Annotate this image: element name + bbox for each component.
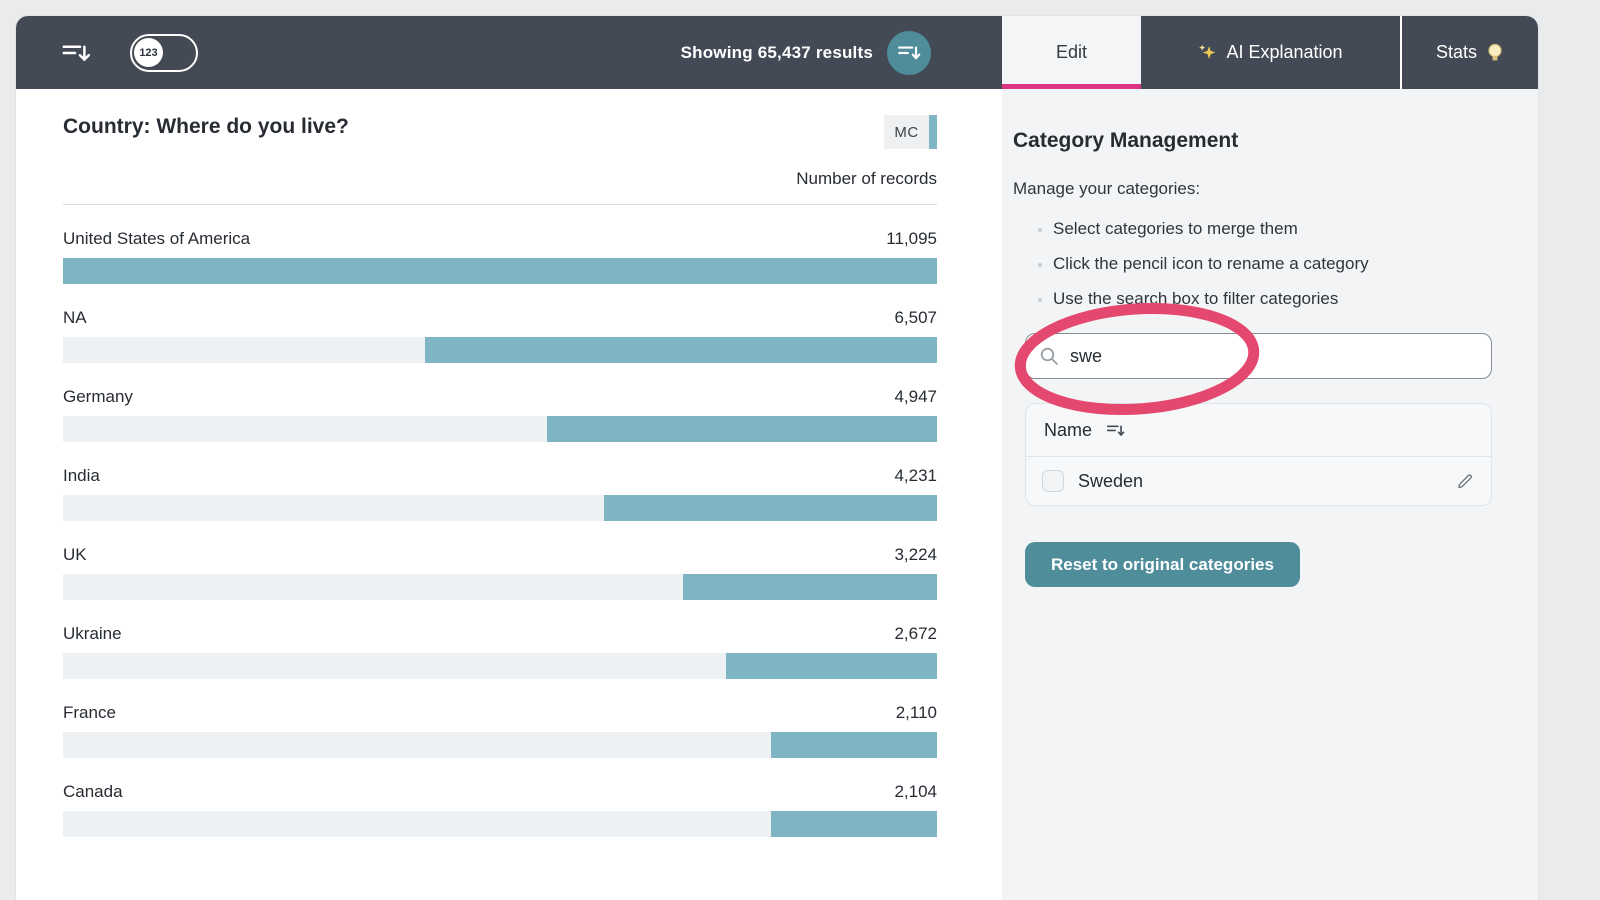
category-checkbox[interactable] <box>1042 470 1064 492</box>
badge-label: MC <box>884 115 929 149</box>
tab-divider <box>1400 16 1402 89</box>
bar-fill <box>682 574 937 600</box>
bar-row: UK 3,224 <box>63 545 937 600</box>
sparkles-icon <box>1199 44 1216 59</box>
bar-category-label: United States of America <box>63 229 251 248</box>
sort-descending-icon[interactable] <box>1105 419 1127 441</box>
bar-fill <box>547 416 937 442</box>
chart-panel: Country: Where do you live? MC Number of… <box>16 89 1002 900</box>
instruction-item: Use the search box to filter categories <box>1053 289 1492 309</box>
category-search-input[interactable] <box>1025 333 1492 379</box>
categories-table-header: Name <box>1026 404 1491 457</box>
toolbar-main-section: 123 Showing 65,437 results <box>16 16 1002 89</box>
question-title: Country: Where do you live? <box>63 115 349 138</box>
results-count-text: Showing 65,437 results <box>680 42 873 62</box>
category-name: Sweden <box>1078 470 1144 491</box>
bar-row: Ukraine 2,672 <box>63 624 937 679</box>
reset-categories-button[interactable]: Reset to original categories <box>1025 542 1300 587</box>
instruction-item: Click the pencil icon to rename a catego… <box>1053 254 1492 274</box>
bar-fill <box>770 732 937 758</box>
toggle-knob[interactable]: 123 <box>134 38 163 67</box>
bar-category-label: Ukraine <box>63 624 122 643</box>
panel-subtitle: Manage your categories: <box>1013 179 1201 198</box>
bar-category-label: UK <box>63 545 87 564</box>
bar-fill <box>424 337 937 363</box>
category-search <box>1014 302 1492 416</box>
bar-value: 4,947 <box>894 387 937 406</box>
bar-track <box>63 337 937 363</box>
badge-color-strip <box>929 115 937 149</box>
bar-track <box>63 574 937 600</box>
content-area: Country: Where do you live? MC Number of… <box>16 89 1538 900</box>
category-row: Sweden <box>1026 457 1491 505</box>
bar-value: 6,507 <box>894 308 937 327</box>
bar-track <box>63 811 937 837</box>
bar-category-label: France <box>63 703 116 722</box>
tab-ai-explanation[interactable]: AI Explanation <box>1141 16 1400 89</box>
categories-table: Name Sweden <box>1025 403 1492 506</box>
bar-category-label: India <box>63 466 100 485</box>
top-toolbar: 123 Showing 65,437 results Edit <box>16 16 1538 89</box>
tab-ai-explanation-label: AI Explanation <box>1226 42 1343 62</box>
app-window: 123 Showing 65,437 results Edit <box>16 16 1538 900</box>
bar-value: 2,104 <box>894 782 937 801</box>
bar-row: India 4,231 <box>63 466 937 521</box>
tab-edit[interactable]: Edit <box>1002 16 1141 89</box>
sort-results-button[interactable] <box>887 30 931 75</box>
bar-fill <box>63 258 937 284</box>
bar-value: 11,095 <box>886 229 937 248</box>
bar-track <box>63 495 937 521</box>
bar-category-label: NA <box>63 308 87 327</box>
bar-category-label: Germany <box>63 387 133 406</box>
bar-list: United States of America 11,095 NA 6,507 Ger… <box>63 229 937 837</box>
name-column-header[interactable]: Name <box>1044 419 1093 440</box>
bar-track <box>63 258 937 284</box>
active-tab-indicator <box>1002 84 1141 89</box>
panel-title: Category Management <box>1013 129 1239 152</box>
category-management-panel: Category Management Manage your categori… <box>1002 89 1538 900</box>
value-axis-label: Number of records <box>796 169 937 188</box>
tab-stats[interactable]: Stats <box>1402 16 1538 89</box>
bar-fill <box>770 811 937 837</box>
bar-fill <box>726 653 937 679</box>
instruction-item: Select categories to merge them <box>1053 219 1492 239</box>
numeric-mode-toggle[interactable]: 123 <box>130 33 198 72</box>
sort-descending-icon <box>898 46 921 60</box>
sort-descending-icon[interactable] <box>60 38 90 68</box>
bar-track <box>63 653 937 679</box>
pencil-icon[interactable] <box>1455 471 1475 491</box>
bar-row: Germany 4,947 <box>63 387 937 442</box>
bar-category-label: Canada <box>63 782 123 801</box>
bar-value: 3,224 <box>894 545 937 564</box>
bar-row: France 2,110 <box>63 703 937 758</box>
bar-value: 4,231 <box>894 466 937 485</box>
tab-edit-label: Edit <box>1055 42 1088 62</box>
tab-bar: Edit AI Explanation Stats <box>1002 16 1538 89</box>
bar-track <box>63 416 937 442</box>
header-divider <box>63 204 937 205</box>
bar-track <box>63 732 937 758</box>
bar-value: 2,110 <box>895 703 937 722</box>
bar-fill <box>604 495 937 521</box>
bar-row: United States of America 11,095 <box>63 229 937 284</box>
lightbulb-icon <box>1488 43 1502 60</box>
tab-stats-label: Stats <box>1435 42 1478 62</box>
bar-row: NA 6,507 <box>63 308 937 363</box>
bar-value: 2,672 <box>894 624 937 643</box>
multiple-choice-badge: MC <box>884 115 937 149</box>
bar-row: Canada 2,104 <box>63 782 937 837</box>
instructions-list: Select categories to merge them Click th… <box>1013 219 1492 309</box>
